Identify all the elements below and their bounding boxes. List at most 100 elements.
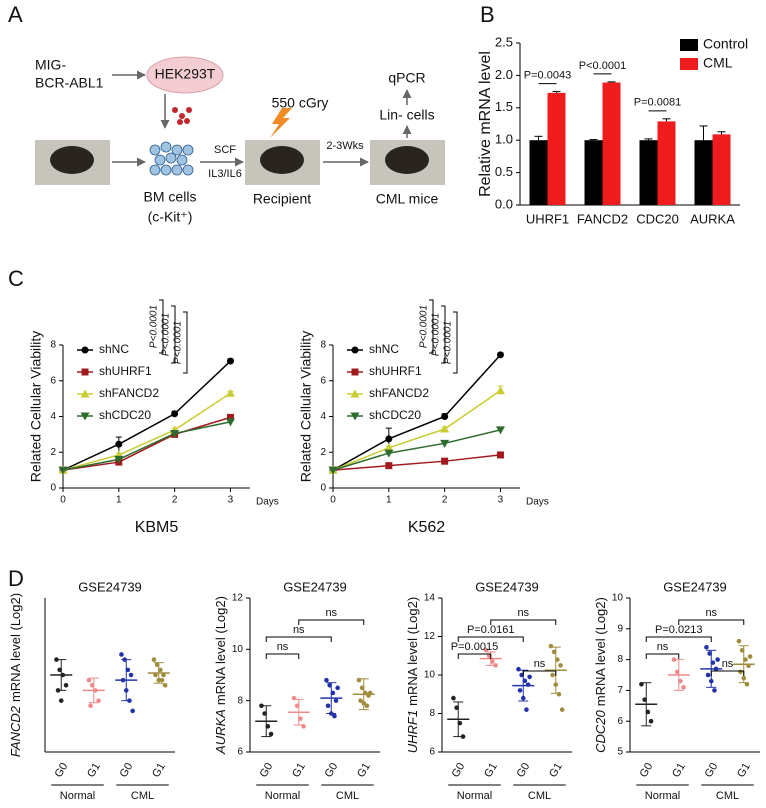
x-tick-label: CDC20 bbox=[636, 211, 679, 226]
x-tick-label: 0 bbox=[60, 495, 66, 506]
x-tick-label: AURKA bbox=[690, 211, 735, 226]
data-point bbox=[324, 677, 329, 683]
data-point bbox=[151, 657, 157, 662]
y-tick-label: 6 bbox=[50, 375, 56, 386]
data-point bbox=[128, 672, 134, 678]
y-tick-label: 7 bbox=[617, 685, 623, 696]
legend-label: shUHRF1 bbox=[369, 364, 422, 378]
series-line bbox=[332, 454, 501, 471]
sd-bar bbox=[453, 701, 464, 738]
assay-label: qPCR bbox=[388, 70, 425, 86]
x-tick-label: G0 bbox=[450, 761, 468, 780]
x-tick-label: G0 bbox=[638, 761, 656, 780]
x-tick-label: G1 bbox=[85, 761, 103, 780]
data-point bbox=[704, 644, 709, 650]
x-axis-label: Days bbox=[256, 497, 279, 508]
marker bbox=[385, 462, 393, 470]
data-point bbox=[451, 695, 456, 701]
data-point bbox=[712, 688, 717, 693]
marker bbox=[114, 455, 124, 464]
marker bbox=[440, 424, 450, 433]
comparison-bracket bbox=[645, 636, 712, 642]
legend-label: CML bbox=[703, 55, 733, 71]
y-tick-label: 2 bbox=[50, 447, 56, 458]
sd-bar bbox=[706, 649, 717, 688]
series-line bbox=[62, 360, 231, 471]
y-axis-unit: mRNA level (Log2) bbox=[405, 597, 420, 706]
y-axis-label: Related Cellular Viability bbox=[298, 331, 314, 482]
y-tick-label: 8 bbox=[320, 340, 326, 351]
series-line bbox=[332, 389, 501, 471]
data-point bbox=[548, 643, 554, 649]
bar bbox=[712, 134, 731, 205]
chart-title: KBM5 bbox=[135, 519, 179, 536]
x-tick-label: G0 bbox=[703, 761, 721, 780]
legend-swatch bbox=[680, 39, 698, 51]
data-point bbox=[86, 677, 92, 683]
comparison-bracket bbox=[457, 653, 492, 659]
bracket bbox=[159, 299, 164, 354]
marker bbox=[496, 451, 504, 459]
bar bbox=[547, 92, 566, 205]
annotation-bracket bbox=[183, 311, 188, 374]
y-axis-unit: mRNA level (Log2) bbox=[593, 597, 608, 706]
mouse-photo bbox=[35, 140, 110, 185]
data-point bbox=[332, 713, 337, 719]
marker bbox=[226, 357, 234, 365]
legend-marker bbox=[81, 368, 89, 376]
y-tick-label: 8 bbox=[429, 708, 435, 719]
y-axis-label: Relative mRNA level bbox=[477, 51, 494, 197]
panel-label: B bbox=[480, 2, 495, 27]
data-point bbox=[88, 703, 93, 709]
y-axis-gene: FANCD2 bbox=[8, 705, 23, 757]
recipient-label: Recipient bbox=[253, 191, 311, 207]
mouse-photo bbox=[370, 140, 445, 185]
x-tick-label: 1 bbox=[386, 495, 392, 506]
mouse-photo bbox=[245, 140, 320, 185]
comparison-label: P=0.0213 bbox=[655, 624, 702, 636]
panel-label: D bbox=[8, 566, 24, 591]
y-tick-label: 10 bbox=[232, 644, 244, 655]
comparison-bracket bbox=[645, 653, 680, 659]
comparison-label: P=0.0015 bbox=[451, 641, 498, 653]
legend-label: shNC bbox=[369, 342, 399, 356]
bm-cells bbox=[149, 141, 194, 176]
data-point bbox=[516, 666, 521, 672]
bracket bbox=[183, 311, 188, 374]
y-tick-label: 2.0 bbox=[495, 67, 513, 82]
data-point bbox=[558, 663, 563, 668]
y-tick-label: 8 bbox=[50, 340, 56, 351]
y-axis-gene: AURKA bbox=[213, 709, 228, 755]
vector-label: MIG- bbox=[35, 57, 66, 73]
data-point bbox=[524, 707, 529, 712]
data-point bbox=[738, 669, 743, 675]
marker bbox=[384, 449, 394, 458]
x-tick-label: 3 bbox=[228, 495, 234, 506]
cml-label: CML mice bbox=[376, 191, 439, 207]
chart-title: K562 bbox=[408, 519, 445, 536]
y-tick-label: 6 bbox=[429, 747, 435, 758]
error-bar bbox=[607, 81, 616, 83]
x-axis-label: Days bbox=[526, 497, 549, 508]
data-point bbox=[517, 688, 523, 693]
annotation: P<0.0001 bbox=[419, 305, 430, 348]
group-label: Normal bbox=[265, 790, 300, 802]
cytokine-label: SCF bbox=[214, 144, 236, 156]
x-tick-label: 2 bbox=[172, 495, 178, 506]
data-point bbox=[358, 698, 363, 703]
bar bbox=[657, 121, 676, 205]
x-tick-label: G0 bbox=[515, 761, 533, 780]
comparison-label: ns bbox=[705, 607, 717, 619]
x-tick-label: 1 bbox=[116, 495, 122, 506]
comparison-bracket bbox=[678, 619, 745, 625]
panel-label: A bbox=[8, 2, 23, 27]
data-point bbox=[119, 652, 124, 657]
comparison-bracket bbox=[710, 670, 745, 676]
series-line bbox=[332, 429, 501, 471]
y-tick-label: 2 bbox=[320, 447, 326, 458]
annotation: P<0.0001 bbox=[173, 321, 184, 364]
y-tick-label: 4 bbox=[320, 411, 326, 422]
comparison-label: ns bbox=[277, 641, 289, 653]
sd-bar bbox=[261, 705, 272, 738]
data-point bbox=[681, 685, 686, 690]
